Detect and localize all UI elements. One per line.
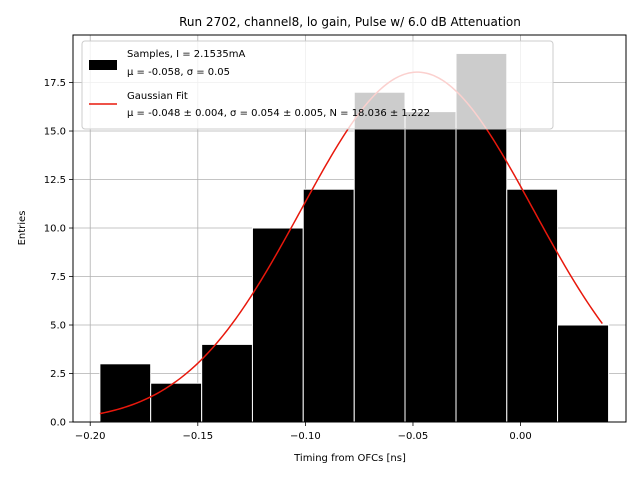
histogram-bar — [506, 188, 559, 423]
y-tick-label: 15.0 — [44, 127, 66, 138]
legend: Samples, I = 2.1535mA μ = -0.058, σ = 0.… — [81, 40, 554, 130]
histogram-bar — [150, 382, 203, 423]
legend-frame — [81, 40, 554, 130]
x-axis-label: Timing from OFCs [ns] — [293, 453, 406, 464]
x-tick-label: −0.15 — [182, 431, 213, 442]
y-axis-ticks: 0.0 2.5 5.0 7.5 10.0 12.5 15.0 17.5 — [44, 78, 73, 429]
y-tick-label: 12.5 — [44, 175, 66, 186]
chart-title: Run 2702, channel8, lo gain, Pulse w/ 6.… — [179, 15, 521, 29]
legend-fit-stats: μ = -0.048 ± 0.004, σ = 0.054 ± 0.005, N… — [127, 108, 430, 119]
legend-histogram-swatch — [89, 60, 117, 70]
histogram-bar — [557, 324, 610, 423]
x-tick-label: 0.00 — [509, 431, 531, 442]
y-tick-label: 10.0 — [44, 224, 66, 235]
histogram-bar — [201, 343, 253, 423]
y-axis-label: Entries — [17, 211, 28, 246]
histogram-bar — [251, 227, 304, 423]
y-tick-label: 5.0 — [50, 321, 66, 332]
x-axis-ticks: −0.20 −0.15 −0.10 −0.05 0.00 — [75, 422, 532, 442]
histogram-bar — [99, 363, 152, 423]
plot-frame — [72, 34, 627, 423]
histogram-bar — [302, 188, 355, 423]
y-tick-label: 2.5 — [50, 369, 66, 380]
legend-samples-label: Samples, I = 2.1535mA — [127, 49, 245, 60]
y-tick-label: 7.5 — [50, 272, 66, 283]
legend-fit-label: Gaussian Fit — [127, 91, 188, 102]
x-tick-label: −0.05 — [398, 431, 429, 442]
x-tick-label: −0.20 — [75, 431, 106, 442]
legend-samples-stats: μ = -0.058, σ = 0.05 — [127, 67, 230, 78]
y-tick-label: 17.5 — [44, 78, 66, 89]
x-tick-label: −0.10 — [290, 431, 321, 442]
histogram-bar — [353, 91, 406, 423]
histogram-bar — [404, 111, 457, 423]
y-tick-label: 0.0 — [50, 418, 66, 429]
